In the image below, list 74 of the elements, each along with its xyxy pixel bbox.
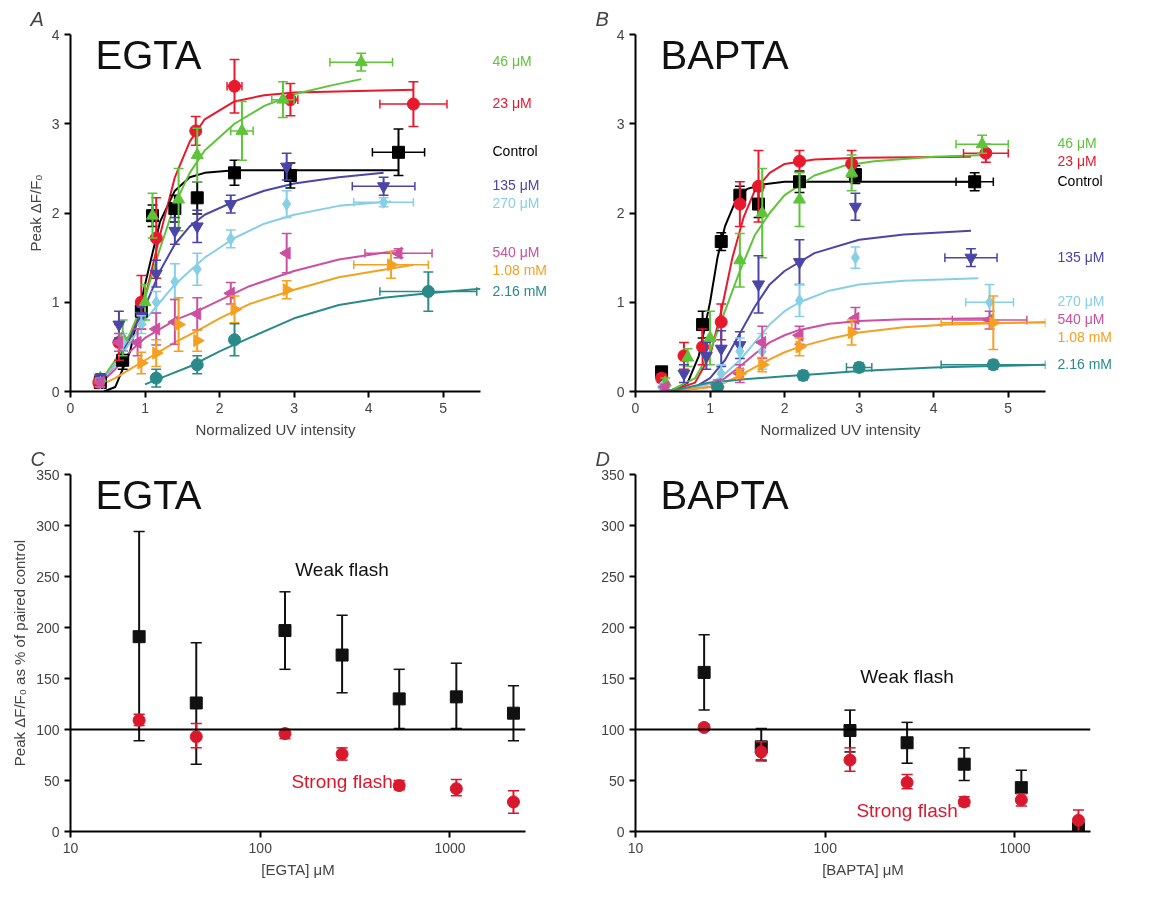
text: 23 μM bbox=[1057, 153, 1097, 170]
x-tick-label: 0 bbox=[631, 399, 640, 416]
annotation: EGTA bbox=[95, 32, 202, 77]
x-tick-label: 100 bbox=[248, 839, 273, 856]
x-tick-label: 1 bbox=[141, 399, 150, 416]
y-tick-label: 0 bbox=[51, 383, 60, 400]
x-tick-label: 1000 bbox=[434, 839, 466, 856]
text: 270 μM bbox=[492, 195, 540, 212]
y-tick-label: 250 bbox=[36, 568, 60, 585]
text: 135 μM bbox=[1057, 248, 1105, 265]
y-tick-label: 0 bbox=[616, 823, 625, 840]
text: Control bbox=[492, 143, 538, 160]
text: 135 μM bbox=[492, 177, 540, 194]
text: 1.08 mM bbox=[492, 262, 547, 279]
x-axis-title: [BAPTA] μM bbox=[822, 860, 904, 878]
y-tick-label: 300 bbox=[601, 517, 625, 534]
text: Weak flash bbox=[295, 558, 389, 580]
x-tick-label: 0 bbox=[66, 399, 75, 416]
text: 46 μM bbox=[1057, 135, 1097, 152]
x-tick-label: 5 bbox=[1004, 399, 1013, 416]
x-tick-label: 2 bbox=[780, 399, 789, 416]
y-tick-label: 50 bbox=[608, 772, 625, 789]
y-tick-label: 1 bbox=[51, 294, 60, 311]
x-tick-label: 1 bbox=[706, 399, 715, 416]
text: 46 μM bbox=[492, 53, 532, 70]
y-tick-label: 3 bbox=[51, 115, 60, 132]
text: 540 μM bbox=[1057, 311, 1105, 328]
y-axis-title: Peak ΔF/F₀ as % of paired control bbox=[11, 539, 29, 767]
x-tick-label: 10 bbox=[62, 839, 79, 856]
chart-title: A bbox=[29, 7, 44, 30]
text: Control bbox=[1057, 172, 1103, 189]
x-tick-label: 100 bbox=[813, 839, 838, 856]
x-tick-label: 4 bbox=[364, 399, 373, 416]
y-tick-label: 100 bbox=[601, 721, 625, 738]
y-tick-label: 150 bbox=[36, 670, 60, 687]
y-tick-label: 0 bbox=[616, 383, 625, 400]
y-tick-label: 200 bbox=[36, 619, 60, 636]
text: 540 μM bbox=[492, 244, 540, 261]
y-tick-label: 4 bbox=[616, 26, 625, 43]
x-axis-title: Normalized UV intensity bbox=[195, 420, 357, 438]
y-tick-label: 100 bbox=[36, 721, 60, 738]
y-tick-label: 1 bbox=[616, 294, 625, 311]
text: 270 μM bbox=[1057, 293, 1105, 310]
y-tick-label: 50 bbox=[43, 772, 60, 789]
text: 2.16 mM bbox=[1057, 355, 1112, 372]
x-tick-label: 5 bbox=[439, 399, 448, 416]
y-tick-label: 0 bbox=[51, 823, 60, 840]
text: 2.16 mM bbox=[492, 282, 547, 299]
y-tick-label: 150 bbox=[601, 670, 625, 687]
annotation: BAPTA bbox=[660, 32, 789, 77]
x-tick-label: 1000 bbox=[999, 839, 1031, 856]
x-tick-label: 3 bbox=[290, 399, 299, 416]
annotation: BAPTA bbox=[660, 472, 789, 517]
x-axis-title: Normalized UV intensity bbox=[760, 420, 922, 438]
text: 23 μM bbox=[492, 95, 532, 112]
series-label: Strong flash bbox=[291, 771, 393, 793]
y-tick-label: 4 bbox=[51, 26, 60, 43]
text: 1.08 mM bbox=[1057, 328, 1112, 345]
y-tick-label: 300 bbox=[36, 517, 60, 534]
x-tick-label: 4 bbox=[929, 399, 938, 416]
x-tick-label: 10 bbox=[627, 839, 644, 856]
annotation: EGTA bbox=[95, 472, 202, 517]
series-label: Strong flash bbox=[856, 799, 958, 821]
chart-title: B bbox=[595, 7, 609, 30]
y-tick-label: 250 bbox=[601, 568, 625, 585]
y-axis-title: Peak ΔF/F₀ bbox=[26, 174, 44, 252]
y-tick-label: 2 bbox=[51, 205, 60, 221]
text: Weak flash bbox=[860, 665, 954, 687]
y-tick-label: 2 bbox=[616, 205, 625, 221]
x-axis-title: [EGTA] μM bbox=[261, 860, 335, 878]
x-tick-label: 3 bbox=[855, 399, 864, 416]
x-tick-label: 2 bbox=[215, 399, 224, 416]
y-tick-label: 200 bbox=[601, 619, 625, 636]
y-tick-label: 3 bbox=[616, 115, 625, 132]
